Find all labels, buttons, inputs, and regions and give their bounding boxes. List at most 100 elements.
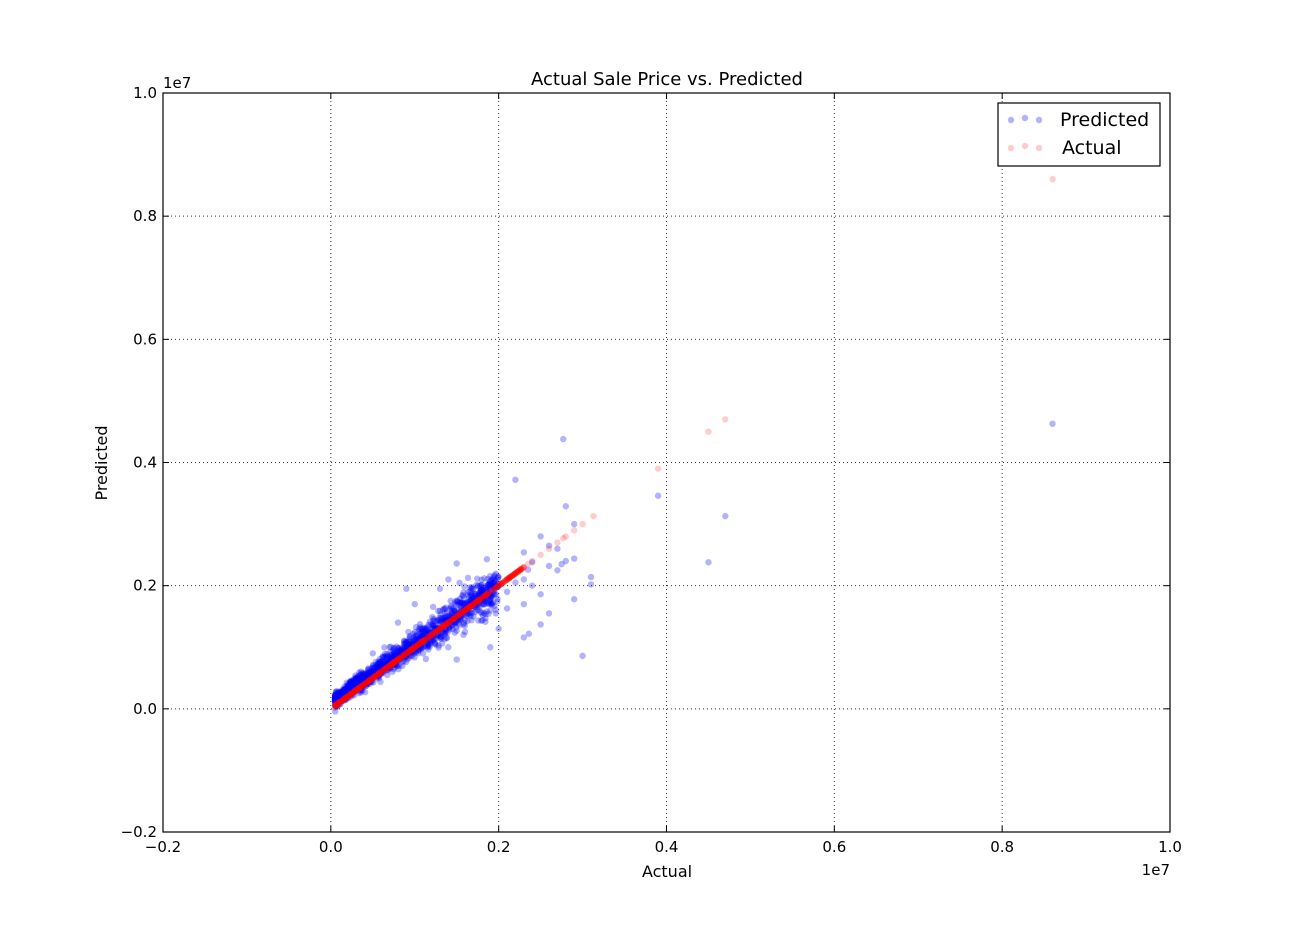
predicted-point bbox=[489, 590, 496, 597]
predicted-point bbox=[462, 600, 469, 607]
predicted-point bbox=[587, 581, 595, 588]
predicted-point bbox=[358, 674, 365, 681]
actual-point bbox=[388, 661, 395, 668]
actual-point bbox=[400, 651, 408, 659]
actual-point bbox=[467, 603, 474, 610]
actual-point bbox=[478, 594, 486, 602]
predicted-point bbox=[383, 667, 391, 674]
actual-point bbox=[475, 596, 483, 604]
actual-point bbox=[422, 636, 429, 643]
actual-point bbox=[344, 693, 352, 700]
predicted-point bbox=[336, 690, 343, 697]
predicted-point bbox=[346, 682, 354, 690]
predicted-point bbox=[468, 610, 475, 617]
predicted-point bbox=[350, 682, 358, 689]
predicted-point bbox=[477, 586, 485, 593]
predicted-point bbox=[336, 689, 344, 696]
predicted-point bbox=[332, 693, 340, 701]
actual-point bbox=[485, 590, 492, 597]
actual-point bbox=[376, 669, 384, 677]
actual-point bbox=[348, 690, 355, 697]
predicted-point bbox=[357, 686, 365, 693]
predicted-point bbox=[337, 694, 344, 701]
actual-point bbox=[474, 597, 482, 605]
predicted-point bbox=[402, 638, 409, 646]
predicted-point bbox=[352, 687, 359, 694]
actual-point bbox=[332, 702, 339, 709]
actual-point bbox=[345, 692, 352, 699]
predicted-point bbox=[462, 605, 469, 612]
actual-point bbox=[338, 697, 345, 705]
predicted-point bbox=[341, 686, 348, 693]
predicted-point bbox=[345, 689, 353, 697]
actual-point bbox=[419, 638, 427, 645]
predicted-point bbox=[333, 693, 341, 700]
actual-point bbox=[405, 648, 413, 655]
predicted-point bbox=[341, 686, 349, 693]
predicted-point bbox=[423, 631, 430, 638]
predicted-point bbox=[427, 621, 434, 628]
predicted-point bbox=[418, 632, 425, 640]
predicted-point bbox=[365, 669, 373, 676]
actual-point bbox=[463, 605, 470, 613]
actual-point bbox=[367, 676, 374, 683]
predicted-point bbox=[332, 693, 339, 700]
actual-point bbox=[705, 428, 712, 435]
predicted-point bbox=[445, 615, 453, 622]
predicted-point bbox=[482, 618, 489, 625]
predicted-point bbox=[333, 698, 340, 706]
predicted-point bbox=[363, 674, 371, 682]
actual-point bbox=[382, 665, 390, 672]
predicted-point bbox=[371, 669, 379, 677]
predicted-point bbox=[411, 644, 419, 651]
predicted-point bbox=[346, 683, 353, 690]
predicted-point bbox=[406, 645, 414, 653]
predicted-point bbox=[356, 683, 364, 690]
actual-point bbox=[410, 645, 417, 652]
predicted-point bbox=[339, 694, 347, 702]
predicted-point bbox=[464, 611, 472, 618]
predicted-point bbox=[520, 576, 528, 583]
actual-point bbox=[516, 567, 523, 574]
predicted-point bbox=[349, 680, 357, 687]
actual-point bbox=[361, 680, 369, 687]
predicted-point bbox=[387, 655, 395, 662]
predicted-point bbox=[332, 697, 339, 705]
actual-point bbox=[336, 699, 343, 706]
predicted-point bbox=[399, 651, 406, 659]
predicted-point bbox=[419, 650, 427, 657]
actual-point bbox=[455, 612, 462, 619]
predicted-point bbox=[477, 591, 484, 598]
predicted-point bbox=[341, 683, 348, 690]
predicted-point bbox=[472, 590, 479, 598]
predicted-point bbox=[349, 678, 357, 685]
actual-point bbox=[505, 574, 513, 582]
predicted-point bbox=[375, 672, 383, 679]
predicted-point bbox=[344, 682, 351, 690]
predicted-point bbox=[469, 600, 476, 607]
predicted-point bbox=[350, 682, 357, 690]
actual-point bbox=[393, 657, 400, 664]
predicted-point bbox=[545, 542, 553, 549]
actual-point bbox=[483, 591, 490, 598]
predicted-point bbox=[429, 633, 437, 640]
predicted-point bbox=[362, 682, 369, 690]
predicted-point bbox=[705, 559, 712, 566]
actual-point bbox=[431, 629, 439, 636]
predicted-point bbox=[347, 680, 355, 688]
predicted-point bbox=[468, 605, 476, 613]
predicted-point bbox=[358, 676, 366, 683]
predicted-point bbox=[390, 657, 397, 664]
predicted-point bbox=[456, 595, 464, 602]
actual-point bbox=[388, 660, 395, 668]
predicted-point bbox=[463, 600, 470, 607]
predicted-point bbox=[537, 591, 544, 598]
predicted-point bbox=[391, 644, 398, 652]
predicted-point bbox=[354, 682, 361, 689]
actual-point bbox=[378, 668, 385, 675]
actual-point bbox=[345, 692, 352, 700]
predicted-point bbox=[401, 652, 409, 660]
predicted-point bbox=[343, 682, 350, 690]
actual-point bbox=[410, 644, 417, 652]
predicted-point bbox=[356, 671, 364, 678]
